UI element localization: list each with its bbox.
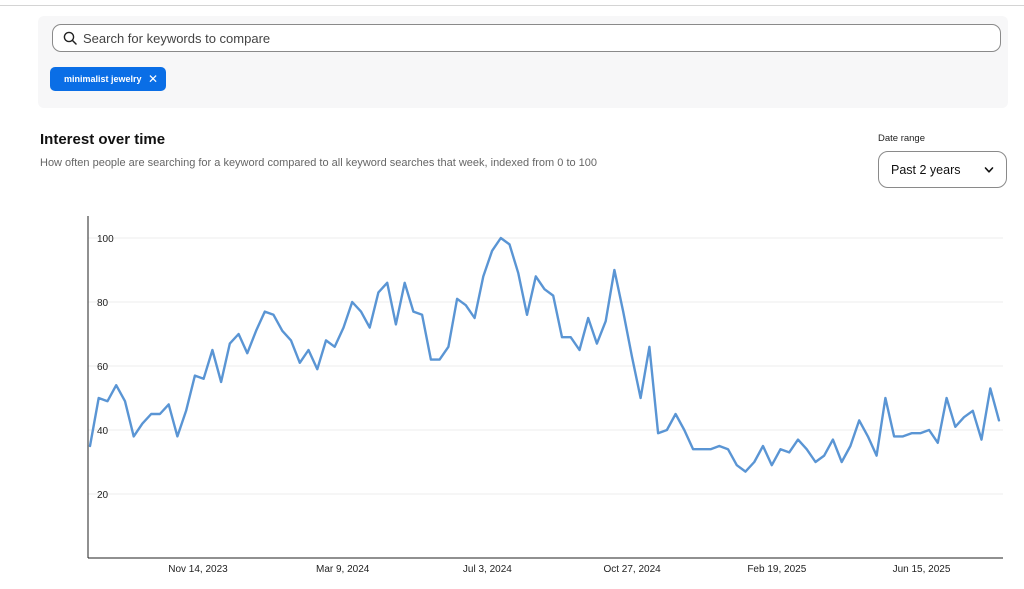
- close-icon[interactable]: ✕: [147, 72, 158, 86]
- search-icon: [63, 31, 77, 45]
- x-tick-label: Feb 19, 2025: [747, 564, 806, 575]
- x-tick-label: Jun 15, 2025: [893, 564, 951, 575]
- date-range-select[interactable]: Past 2 years: [878, 151, 1007, 188]
- section-subtitle: How often people are searching for a key…: [40, 157, 598, 169]
- x-tick-label: Nov 14, 2023: [168, 564, 228, 575]
- search-box[interactable]: [52, 24, 1001, 52]
- section-title: Interest over time: [40, 131, 166, 148]
- x-tick-label: Oct 27, 2024: [603, 564, 661, 575]
- y-tick-label: 60: [97, 362, 109, 373]
- series-line: [88, 236, 1001, 473]
- x-tick-label: Jul 3, 2024: [463, 564, 512, 575]
- keyword-chip[interactable]: minimalist jewelry ✕: [50, 67, 166, 91]
- y-tick-label: 100: [97, 234, 114, 245]
- top-divider: [0, 5, 1024, 6]
- x-tick-label: Mar 9, 2024: [316, 564, 370, 575]
- search-input[interactable]: [83, 30, 983, 46]
- keyword-chip-label: minimalist jewelry: [64, 74, 142, 84]
- y-tick-label: 40: [97, 426, 109, 437]
- date-range-label: Date range: [878, 133, 926, 144]
- date-range-value: Past 2 years: [891, 162, 961, 177]
- interest-chart: 20 40 60 80 100 Nov 14, 2023 Mar 9, 2024 Jul 3,…: [87, 216, 1003, 575]
- y-tick-label: 80: [97, 298, 109, 309]
- y-tick-label: 20: [97, 490, 109, 501]
- chevron-down-icon: [984, 166, 994, 173]
